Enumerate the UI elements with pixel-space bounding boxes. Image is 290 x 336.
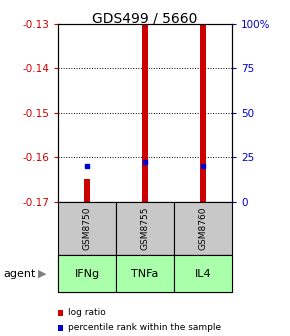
Bar [142,24,148,202]
Text: log ratio: log ratio [68,308,105,317]
Text: ▶: ▶ [38,269,46,279]
Text: TNFa: TNFa [131,269,159,279]
Text: GDS499 / 5660: GDS499 / 5660 [92,12,198,26]
Text: IL4: IL4 [195,269,211,279]
Text: GSM8760: GSM8760 [198,207,208,250]
Text: agent: agent [3,269,35,279]
Bar [200,24,206,202]
Text: GSM8750: GSM8750 [82,207,92,250]
Text: percentile rank within the sample: percentile rank within the sample [68,324,221,332]
Text: GSM8755: GSM8755 [140,207,150,250]
Text: IFNg: IFNg [75,269,99,279]
Bar [84,179,90,202]
